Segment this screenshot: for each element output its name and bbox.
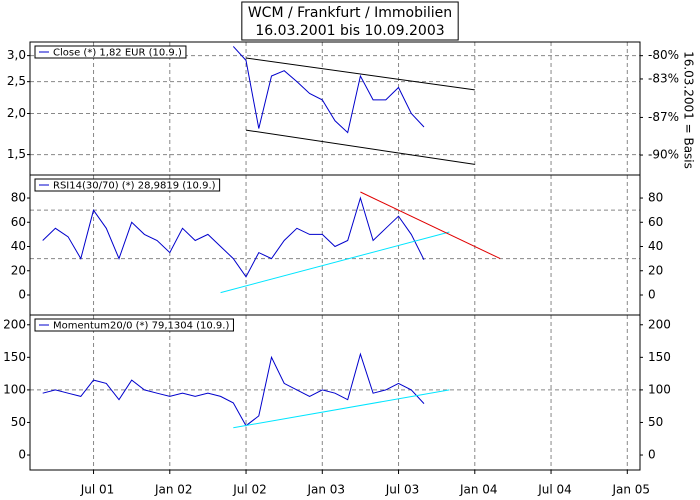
x-tick-label: Jul 03: [385, 483, 420, 497]
y-tick-label: 3,0: [7, 48, 26, 62]
y2-axis-label: 16.03.2001 = Basis: [682, 51, 696, 169]
x-tick-label: Jan 02: [154, 483, 193, 497]
trend-line: [245, 57, 475, 91]
y-tick-label: 100: [3, 382, 26, 396]
panel-frame: [29, 174, 641, 316]
y2-tick-label: -83%: [648, 71, 679, 85]
x-tick-label: Jan 04: [459, 483, 498, 497]
title-box: [241, 1, 459, 41]
x-tick-label: Jan 05: [611, 483, 650, 497]
chart-subtitle: 16.03.2001 bis 10.09.2003: [255, 23, 444, 39]
series-line: [42, 352, 425, 427]
legend-box: [34, 178, 221, 192]
y2-tick-label: 20: [648, 263, 663, 277]
chart-title: WCM / Frankfurt / Immobilien: [248, 5, 452, 21]
trend-line: [233, 389, 450, 429]
legend-label: Close (*) 1,82 EUR (10.9.): [53, 48, 182, 59]
y-tick-label: 2,0: [7, 106, 26, 120]
y-tick-label: 150: [3, 350, 26, 364]
y-tick-label: 60: [11, 215, 26, 229]
y-tick-label: 200: [3, 317, 26, 331]
plot-area: [42, 191, 501, 294]
y2-tick-label: -90%: [648, 148, 679, 162]
y-tick-label: 1,5: [7, 147, 26, 161]
y-tick-label: 2,5: [7, 74, 26, 88]
series-line: [232, 46, 425, 134]
x-tick-label: Jan 03: [306, 483, 345, 497]
y-tick-label: 0: [18, 288, 26, 302]
legend-box: [34, 45, 187, 59]
y2-tick-label: 100: [648, 382, 671, 396]
trend-line: [220, 231, 450, 294]
y-tick-label: 40: [11, 239, 26, 253]
y2-tick-label: 0: [648, 448, 656, 462]
trend-line: [245, 129, 475, 165]
y2-tick-label: -87%: [648, 110, 679, 124]
series-line: [42, 196, 425, 278]
panel-frame: [29, 314, 641, 471]
y2-tick-label: 60: [648, 215, 663, 229]
plot-area: [232, 46, 475, 165]
legend-label: Momentum20/0 (*) 79,1304 (10.9.): [53, 321, 229, 332]
y2-tick-label: 80: [648, 191, 663, 205]
x-tick-label: Jul 02: [232, 483, 267, 497]
y-tick-label: 80: [11, 191, 26, 205]
y2-tick-label: 0: [648, 288, 656, 302]
y-tick-label: 50: [11, 415, 26, 429]
legend-box: [34, 318, 234, 332]
y2-tick-label: 150: [648, 350, 671, 364]
x-tick-label: Jul 04: [537, 483, 572, 497]
legend-label: RSI14(30/70) (*) 28,9819 (10.9.): [53, 181, 216, 192]
y2-tick-label: 40: [648, 239, 663, 253]
y2-tick-label: 200: [648, 317, 671, 331]
plot-area: [42, 352, 450, 429]
trend-line: [360, 191, 501, 260]
y-tick-label: 0: [18, 448, 26, 462]
y2-tick-label: -80%: [648, 48, 679, 62]
x-tick-label: Jul 01: [80, 483, 115, 497]
y2-tick-label: 50: [648, 415, 663, 429]
y-tick-label: 20: [11, 263, 26, 277]
